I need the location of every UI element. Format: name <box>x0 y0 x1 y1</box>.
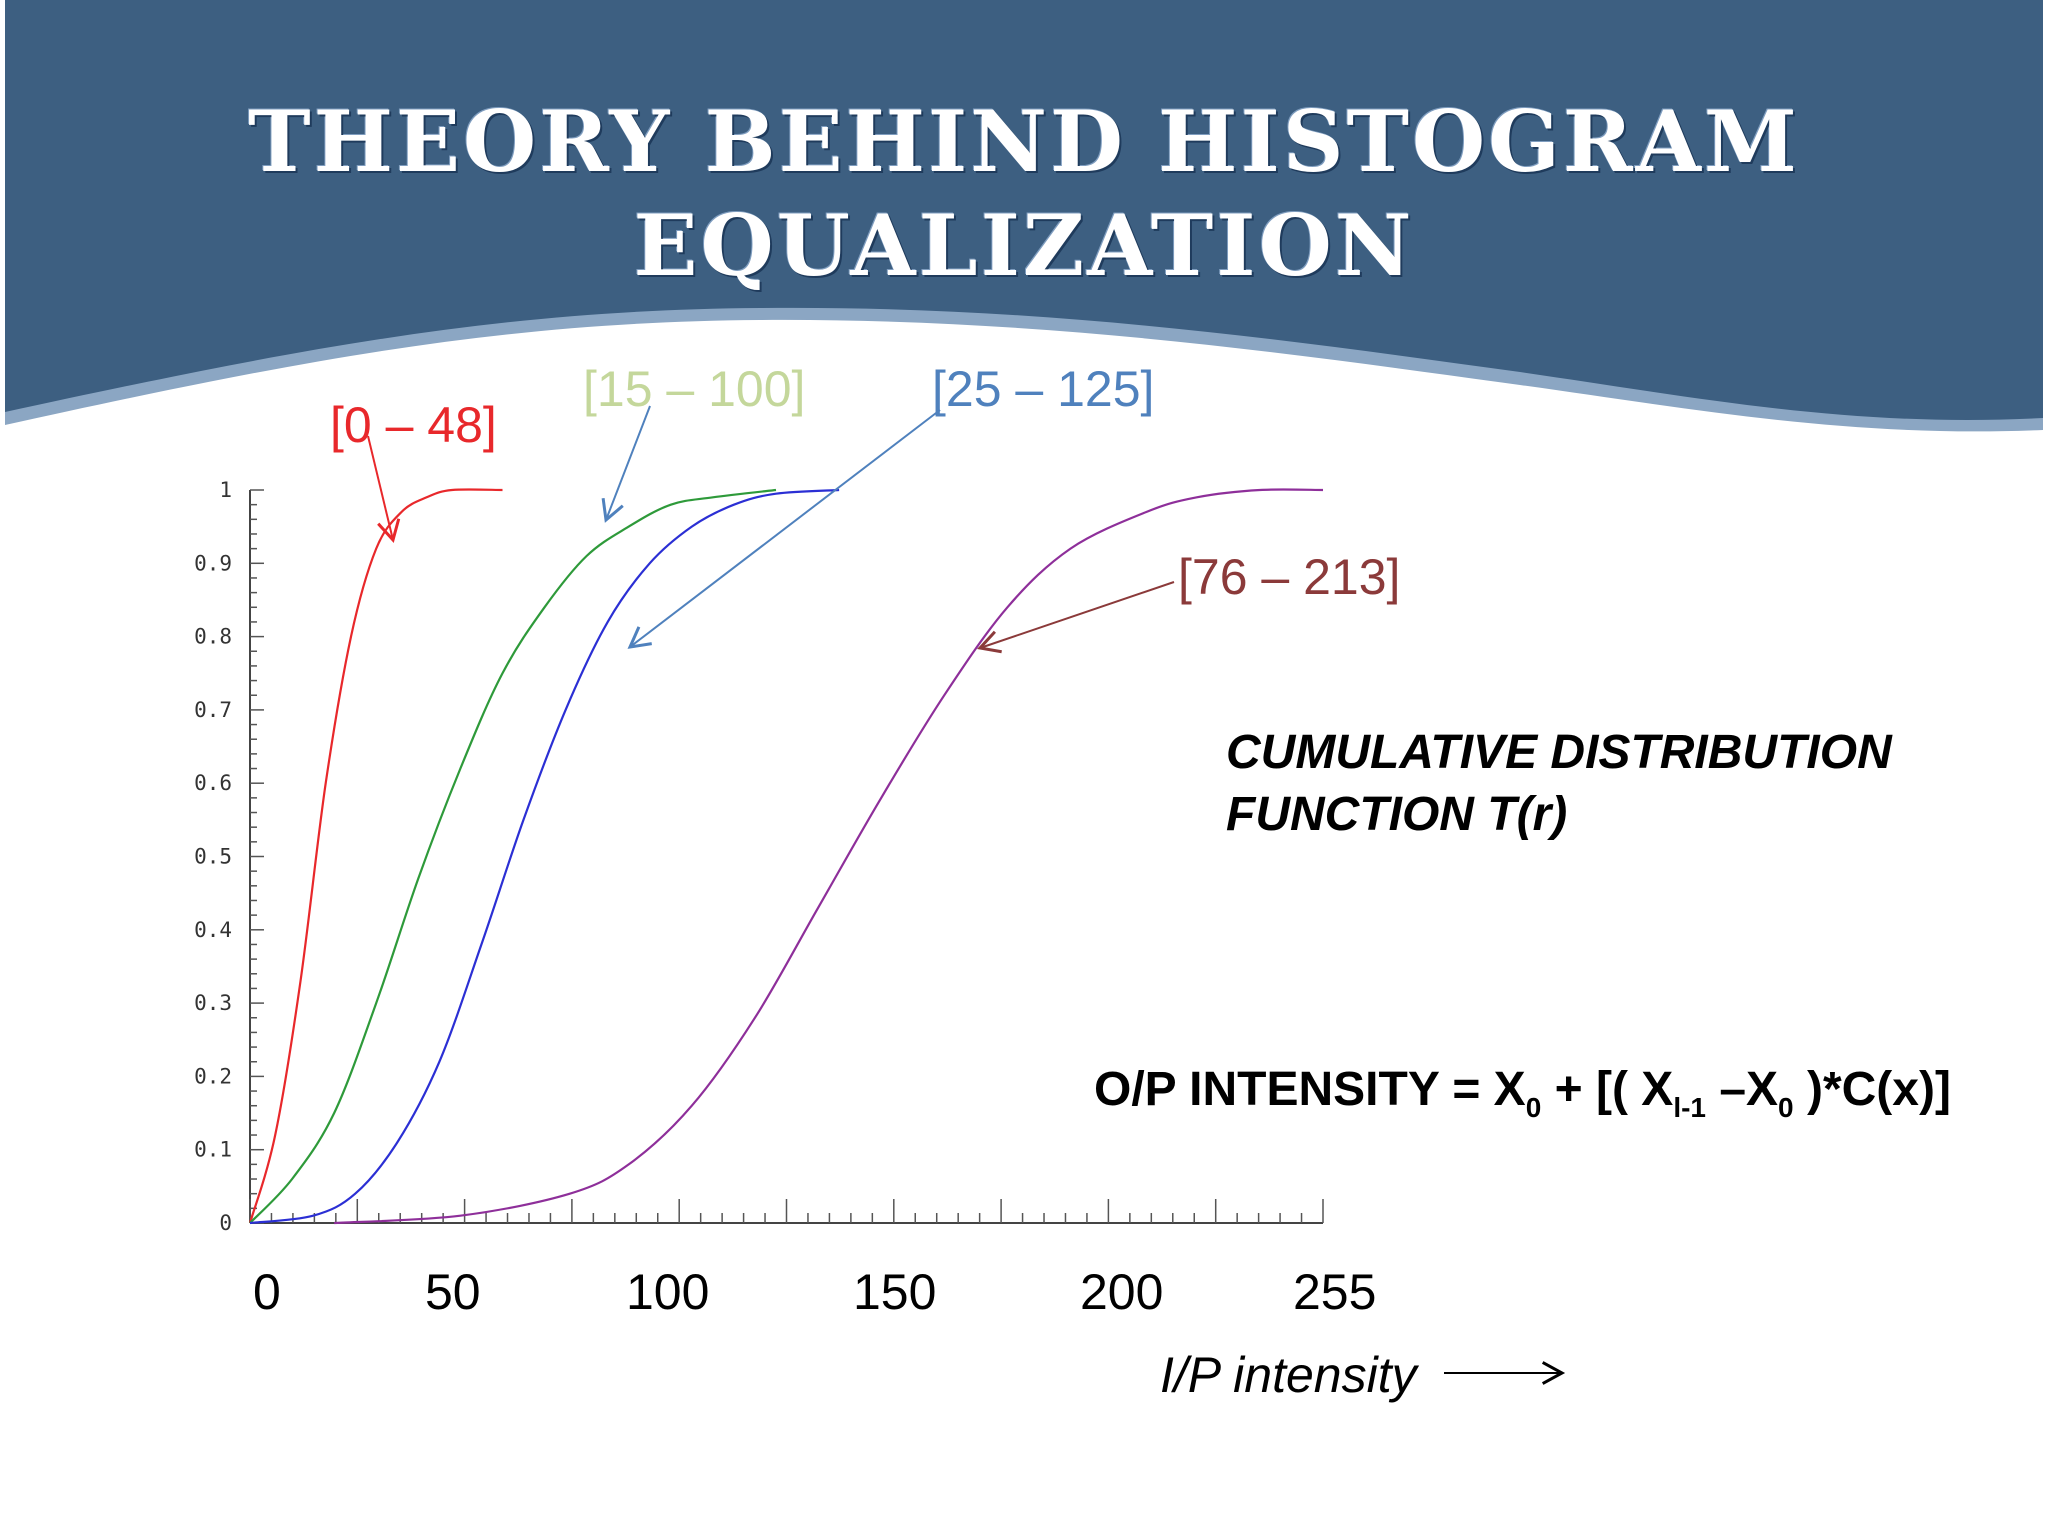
arrow-layer <box>367 405 1566 1385</box>
cdf-label-line-2: FUNCTION T(r) <box>1226 788 1568 841</box>
slide-title-line-1: THEORY BEHIND HISTOGRAM <box>248 92 1800 191</box>
y-tick-label: 0.6 <box>194 771 232 795</box>
x-tick-label: 150 <box>853 1264 937 1320</box>
y-tick-label: 0.1 <box>194 1138 232 1162</box>
formula-part-d: )*C(x)] <box>1793 1063 1951 1116</box>
y-tick-label: 0.8 <box>194 625 232 649</box>
cdf-curve-series-3 <box>249 488 840 1225</box>
slide-title-line-2: EQUALIZATION <box>633 196 1415 295</box>
formula-part-a: O/P INTENSITY = X <box>1094 1063 1526 1116</box>
y-tick-label: 0.9 <box>194 551 232 575</box>
x-axis-direction-arrow-head <box>1541 1361 1566 1385</box>
formula-part-b: + [( X <box>1541 1063 1674 1116</box>
formula-part-c: –X <box>1706 1063 1779 1116</box>
y-tick-label: 0 <box>219 1211 232 1235</box>
formula-sub-1: 0 <box>1525 1092 1542 1123</box>
plot-frame: 0 0.1 0.2 0.3 0.4 0.5 0.6 0.7 0.8 0.9 1 <box>194 478 1324 1235</box>
y-tick-label: 1 <box>219 478 232 502</box>
arrow-series-25-125 <box>629 409 941 648</box>
cdf-label: CUMULATIVE DISTRIBUTION FUNCTION T(r) <box>1226 722 1892 846</box>
cdf-curve-series-4 <box>334 488 1324 1225</box>
formula-sub-3: 0 <box>1778 1092 1794 1123</box>
cdf-label-line-1: CUMULATIVE DISTRIBUTION <box>1226 726 1892 779</box>
arrow-series-15-100-head <box>601 497 624 523</box>
cdf-curve-series-1 <box>248 488 503 1224</box>
arrow-series-25-125-head <box>627 626 652 649</box>
series-label-15-100: [15 – 100] <box>583 361 806 417</box>
y-tick-label: 0.5 <box>194 845 232 869</box>
series-label-0-48: [0 – 48] <box>330 397 497 453</box>
y-tick-label: 0.4 <box>194 918 232 942</box>
arrow-series-0-48-head <box>377 518 401 544</box>
arrow-series-76-213-head <box>977 630 1002 654</box>
arrow-series-76-213 <box>979 581 1175 649</box>
x-tick-label: 200 <box>1080 1264 1164 1320</box>
x-tick-label: 50 <box>425 1264 481 1320</box>
x-tick-label: 100 <box>626 1264 710 1320</box>
cdf-curve-series-2 <box>249 488 777 1224</box>
arrow-series-0-48 <box>367 435 394 541</box>
series-label-76-213: [76 – 213] <box>1178 549 1401 605</box>
series-layer <box>248 488 1324 1225</box>
header-banner <box>5 0 2043 420</box>
output-intensity-formula: O/P INTENSITY = X0 + [( Xl-1 –X0 )*C(x)] <box>1094 1062 1951 1124</box>
y-tick-label: 0.3 <box>194 991 232 1015</box>
y-tick-label: 0.7 <box>194 698 232 722</box>
x-tick-label: 0 <box>253 1264 281 1320</box>
x-tick-label: 255 <box>1293 1264 1377 1320</box>
arrow-series-15-100 <box>605 405 651 521</box>
x-axis-label: I/P intensity <box>1160 1347 1417 1403</box>
formula-sub-2: l-1 <box>1673 1092 1706 1123</box>
y-tick-label: 0.2 <box>194 1064 232 1088</box>
series-label-25-125: [25 – 125] <box>932 361 1155 417</box>
